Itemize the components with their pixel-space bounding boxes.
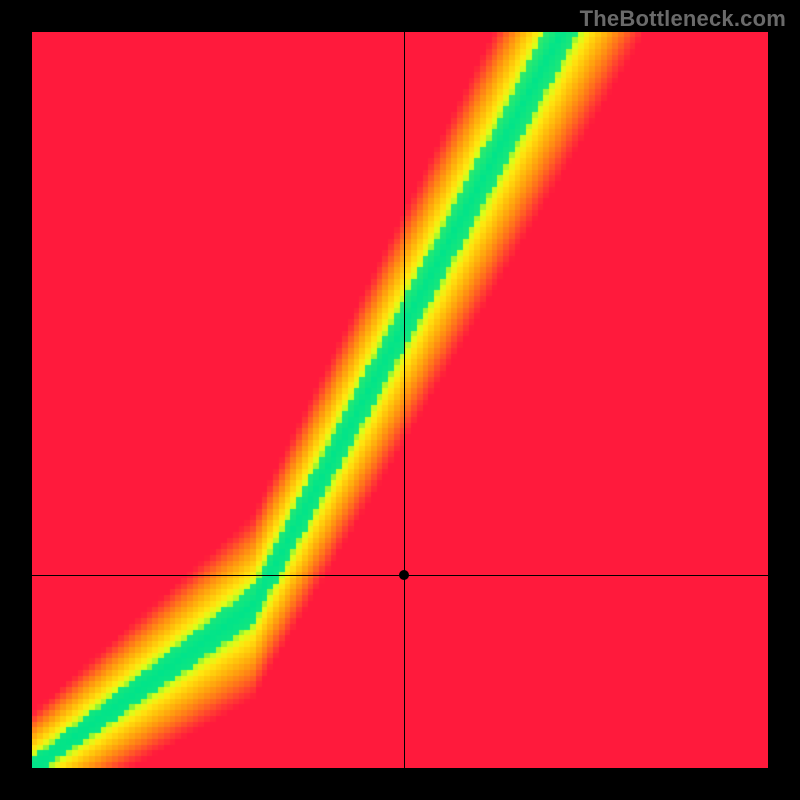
plot-area bbox=[32, 32, 768, 768]
chart-container: TheBottleneck.com bbox=[0, 0, 800, 800]
crosshair-marker bbox=[399, 570, 409, 580]
heatmap-canvas bbox=[32, 32, 768, 768]
crosshair-vertical bbox=[404, 32, 405, 768]
watermark-text: TheBottleneck.com bbox=[580, 6, 786, 32]
